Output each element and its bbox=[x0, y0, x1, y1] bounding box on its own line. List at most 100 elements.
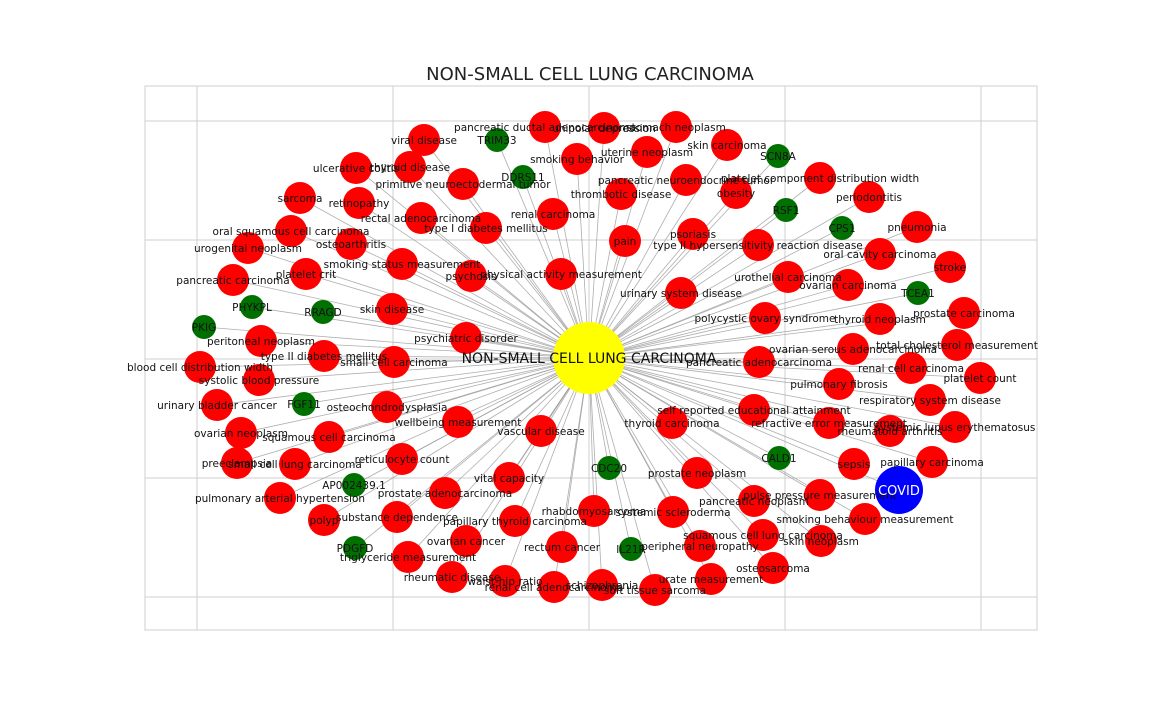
disease-node-psychiatric-disorder[interactable] bbox=[450, 322, 482, 354]
disease-node-rhabdomyosarcoma[interactable] bbox=[578, 495, 610, 527]
disease-node-osteosarcoma[interactable] bbox=[757, 552, 789, 584]
disease-node-type-ii-hypersensitivity-reaction-disease[interactable] bbox=[742, 229, 774, 261]
disease-node-thrombotic-disease[interactable] bbox=[605, 178, 637, 210]
disease-node-thyroid-neoplasm[interactable] bbox=[864, 303, 896, 335]
disease-node-skin-carcinoma[interactable] bbox=[711, 129, 743, 161]
disease-node-waist-hip-ratio[interactable] bbox=[489, 565, 521, 597]
disease-node-papillary-carcinoma[interactable] bbox=[916, 446, 948, 478]
disease-node-small-cell-lung-carcinoma[interactable] bbox=[279, 448, 311, 480]
disease-node-urogenital-neoplasm[interactable] bbox=[232, 232, 264, 264]
disease-node-viral-disease[interactable] bbox=[408, 124, 440, 156]
disease-node-platelet-component-distribution-width[interactable] bbox=[804, 162, 836, 194]
hub-node[interactable] bbox=[553, 322, 625, 394]
gene-node-rsf1[interactable] bbox=[774, 198, 798, 222]
gene-node-pdgfd[interactable] bbox=[343, 536, 367, 560]
disease-node-prostate-carcinoma[interactable] bbox=[948, 297, 980, 329]
disease-node-ovarian-serous-adenocarcinoma[interactable] bbox=[837, 333, 869, 365]
disease-node-type-ii-diabetes-mellitus[interactable] bbox=[308, 340, 340, 372]
disease-node-pulmonary-fibrosis[interactable] bbox=[823, 368, 855, 400]
gene-node-tcea1[interactable] bbox=[906, 281, 930, 305]
disease-node-triglyceride-measurement[interactable] bbox=[392, 541, 424, 573]
gene-node-scn8a[interactable] bbox=[766, 144, 790, 168]
disease-node-psoriasis[interactable] bbox=[677, 218, 709, 250]
disease-node-reticulocyte-count[interactable] bbox=[386, 443, 418, 475]
disease-node-urinary-system-disease[interactable] bbox=[665, 277, 697, 309]
disease-node-polycystic-ovary-syndrome[interactable] bbox=[749, 302, 781, 334]
disease-node-periodontitis[interactable] bbox=[853, 181, 885, 213]
disease-node-substance-dependence[interactable] bbox=[381, 501, 413, 533]
disease-node-skin-disease[interactable] bbox=[376, 293, 408, 325]
disease-node-vascular-disease[interactable] bbox=[525, 415, 557, 447]
disease-node-respiratory-system-disease[interactable] bbox=[914, 384, 946, 416]
disease-node-sarcoma[interactable] bbox=[284, 182, 316, 214]
disease-node-urinary-bladder-cancer[interactable] bbox=[201, 389, 233, 421]
disease-node-smoking-behavior[interactable] bbox=[561, 143, 593, 175]
disease-node-renal-carcinoma[interactable] bbox=[537, 198, 569, 230]
disease-node-unipolar-depression[interactable] bbox=[588, 112, 620, 144]
disease-node-soft-tissue-sarcoma[interactable] bbox=[639, 574, 671, 606]
disease-node-small-cell-carcinoma[interactable] bbox=[378, 346, 410, 378]
disease-node-rheumatic-disease[interactable] bbox=[436, 561, 468, 593]
disease-node-pancreatic-carcinoma[interactable] bbox=[217, 264, 249, 296]
disease-node-stroke[interactable] bbox=[934, 251, 966, 283]
gene-node-il21r[interactable] bbox=[619, 537, 643, 561]
disease-node-urate-measurement[interactable] bbox=[695, 563, 727, 595]
disease-node-stomach-neoplasm[interactable] bbox=[660, 111, 692, 143]
disease-node-thyroid-carcinoma[interactable] bbox=[656, 407, 688, 439]
disease-node-skin-neoplasm[interactable] bbox=[805, 525, 837, 557]
disease-node-prostate-adenocarcinoma[interactable] bbox=[429, 477, 461, 509]
disease-node-vital-capacity[interactable] bbox=[493, 462, 525, 494]
disease-node-pulse-pressure-measurement[interactable] bbox=[804, 479, 836, 511]
disease-node-total-cholesterol-measurement[interactable] bbox=[941, 329, 973, 361]
disease-node-type-i-diabetes-mellitus[interactable] bbox=[470, 212, 502, 244]
disease-node-pneumonia[interactable] bbox=[901, 211, 933, 243]
gene-node-ddrs11[interactable] bbox=[511, 165, 535, 189]
disease-node-ovarian-cancer[interactable] bbox=[450, 525, 482, 557]
disease-node-squamous-cell-lung-carcinoma[interactable] bbox=[747, 519, 779, 551]
disease-node-platelet-crit[interactable] bbox=[290, 258, 322, 290]
disease-node-peritoneal-neoplasm[interactable] bbox=[245, 325, 277, 357]
disease-node-platelet-count[interactable] bbox=[964, 362, 996, 394]
gene-node-pkig[interactable] bbox=[192, 315, 216, 339]
disease-node-ovarian-neoplasm[interactable] bbox=[225, 417, 257, 449]
gene-node-cald1[interactable] bbox=[767, 446, 791, 470]
disease-node-osteoarthritis[interactable] bbox=[335, 228, 367, 260]
disease-node-systemic-scleroderma[interactable] bbox=[657, 496, 689, 528]
disease-node-primitive-neuroectodermal-tumor[interactable] bbox=[447, 168, 479, 200]
disease-node-rectal-adenocarcinoma[interactable] bbox=[405, 202, 437, 234]
gene-node-cdc20[interactable] bbox=[597, 456, 621, 480]
disease-node-ulcerative-colitis[interactable] bbox=[340, 152, 372, 184]
disease-node-self-reported-educational-attainment[interactable] bbox=[738, 394, 770, 426]
disease-node-blood-cell-distribution-width[interactable] bbox=[184, 351, 216, 383]
gene-node-ap002439-1[interactable] bbox=[342, 473, 366, 497]
covid-node[interactable] bbox=[875, 466, 923, 514]
disease-node-urothelial-carcinoma[interactable] bbox=[772, 261, 804, 293]
disease-node-papillary-thyroid-carcinoma[interactable] bbox=[499, 505, 531, 537]
disease-node-rheumatoid-arthritis[interactable] bbox=[874, 415, 906, 447]
gene-node-fgf11[interactable] bbox=[292, 392, 316, 416]
disease-node-prostate-neoplasm[interactable] bbox=[681, 457, 713, 489]
disease-node-preeclampsia[interactable] bbox=[221, 447, 253, 479]
disease-node-pain[interactable] bbox=[609, 225, 641, 257]
disease-node-retinopathy[interactable] bbox=[343, 187, 375, 219]
disease-node-schizophrenia[interactable] bbox=[586, 569, 618, 601]
disease-node-oral-squamous-cell-carcinoma[interactable] bbox=[275, 215, 307, 247]
gene-node-trim33[interactable] bbox=[485, 128, 509, 152]
gene-node-rragd[interactable] bbox=[311, 300, 335, 324]
disease-node-oral-cavity-carcinoma[interactable] bbox=[864, 238, 896, 270]
disease-node-squamous-cell-carcinoma[interactable] bbox=[313, 421, 345, 453]
disease-node-rectum-cancer[interactable] bbox=[546, 531, 578, 563]
disease-node-pancreatic-neuroendocrine-tumor[interactable] bbox=[670, 164, 702, 196]
disease-node-renal-cell-carcinoma[interactable] bbox=[895, 352, 927, 384]
disease-node-thyroid-disease[interactable] bbox=[394, 151, 426, 183]
disease-node-smoking-status-measurement[interactable] bbox=[386, 248, 418, 280]
disease-node-physical-activity-measurement[interactable] bbox=[545, 258, 577, 290]
disease-node-smoking-behaviour-measurement[interactable] bbox=[849, 503, 881, 535]
disease-node-pancreatic-neoplasm[interactable] bbox=[738, 485, 770, 517]
disease-node-sepsis[interactable] bbox=[838, 448, 870, 480]
disease-node-polyp[interactable] bbox=[308, 504, 340, 536]
disease-node-obesity[interactable] bbox=[720, 177, 752, 209]
disease-node-osteochondrodysplasia[interactable] bbox=[371, 391, 403, 423]
disease-node-peripheral-neuropathy[interactable] bbox=[684, 530, 716, 562]
disease-node-renal-cell-adenocarcinoma[interactable] bbox=[538, 571, 570, 603]
